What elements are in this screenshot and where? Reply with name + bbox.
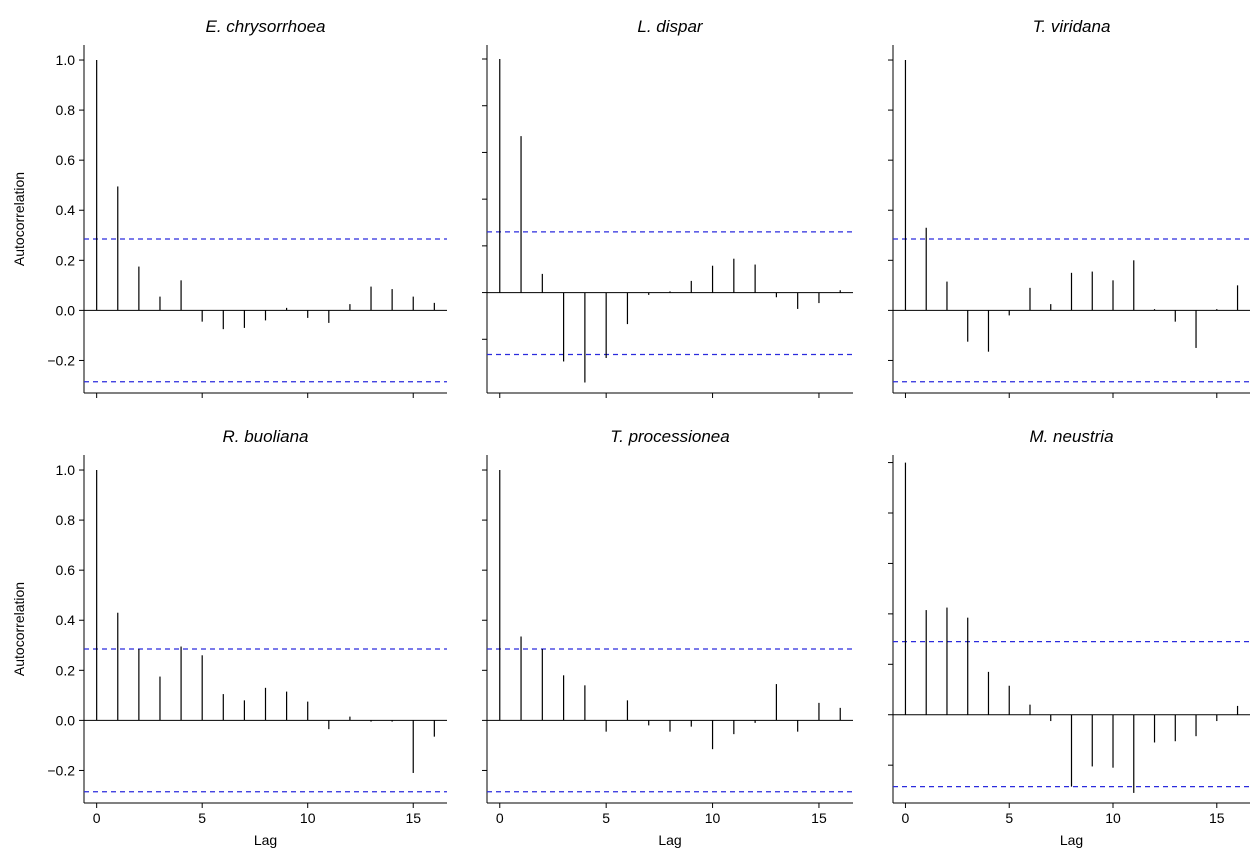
y-axis-label: Autocorrelation — [11, 172, 27, 266]
x-tick-label: 15 — [1209, 810, 1225, 826]
panel-title: T. processionea — [610, 427, 729, 446]
x-tick-label: 10 — [705, 810, 721, 826]
x-tick-label: 0 — [902, 810, 910, 826]
x-tick-label: 10 — [300, 810, 316, 826]
x-tick-label: 0 — [496, 810, 504, 826]
y-tick-label: 0.0 — [56, 712, 76, 728]
y-tick-label: −0.2 — [47, 352, 75, 368]
panel-title: M. neustria — [1029, 427, 1113, 446]
y-tick-label: 0.0 — [56, 302, 76, 318]
acf-panel-5: T. processionea 0 5 10 15 Lag — [482, 427, 853, 848]
y-tick-label: 0.8 — [56, 512, 76, 528]
x-tick-label: 15 — [811, 810, 827, 826]
y-tick-label: −0.2 — [47, 762, 75, 778]
x-tick-label: 5 — [1005, 810, 1013, 826]
x-tick-label: 10 — [1105, 810, 1121, 826]
acf-panel-4: R. buoliana 1.0 0.8 0.6 0.4 0.2 0.0 −0.2 0 5 10 15 A… — [11, 427, 447, 848]
acf-panel-1: E. chrysorrhoea 1.0 0.8 0.6 0.4 0.2 0.0 −0.2 Aut… — [11, 17, 447, 398]
panel-title: L. dispar — [637, 17, 704, 36]
y-tick-label: 0.2 — [56, 662, 76, 678]
x-axis-label: Lag — [1060, 832, 1083, 848]
panel-title: E. chrysorrhoea — [206, 17, 326, 36]
x-tick-label: 5 — [198, 810, 206, 826]
acf-panel-6: M. neustria 0 5 10 15 Lag — [888, 427, 1250, 848]
y-tick-label: 1.0 — [56, 462, 76, 478]
y-axis-label: Autocorrelation — [11, 582, 27, 676]
x-tick-label: 0 — [93, 810, 101, 826]
panel-title: R. buoliana — [222, 427, 308, 446]
x-tick-label: 5 — [602, 810, 610, 826]
x-axis-label: Lag — [254, 832, 277, 848]
y-tick-label: 0.4 — [56, 612, 76, 628]
y-tick-label: 0.8 — [56, 102, 76, 118]
acf-panel-2: L. dispar — [482, 17, 853, 398]
y-tick-label: 0.2 — [56, 252, 76, 268]
y-tick-label: 1.0 — [56, 52, 76, 68]
y-tick-label: 0.4 — [56, 202, 76, 218]
x-tick-label: 15 — [405, 810, 421, 826]
y-tick-label: 0.6 — [56, 562, 76, 578]
panel-title: T. viridana — [1033, 17, 1111, 36]
x-axis-label: Lag — [658, 832, 681, 848]
y-tick-label: 0.6 — [56, 152, 76, 168]
acf-panel-3: T. viridana — [888, 17, 1250, 398]
